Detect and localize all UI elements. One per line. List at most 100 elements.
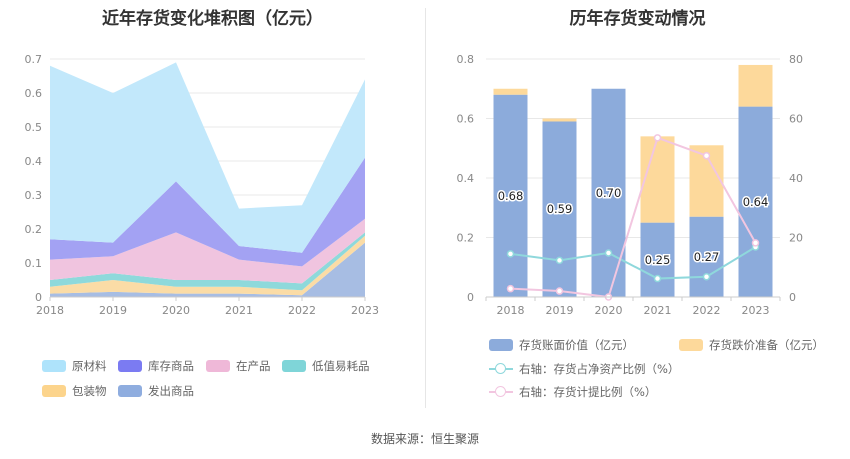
right-left-y-tick-label: 0.8 (457, 53, 475, 66)
legend-swatch (42, 360, 66, 372)
right-right-y-tick-label: 40 (789, 172, 803, 185)
bar-series-2-2021 (640, 136, 675, 223)
right-left-y-tick-label: 0 (467, 291, 474, 304)
legend-label: 原材料 (72, 359, 107, 373)
right-x-tick-label: 2018 (497, 304, 525, 317)
line-point-2 (506, 284, 515, 293)
right-chart-title: 历年存货变动情况 (569, 9, 706, 29)
line-series-1 (510, 246, 757, 280)
data-source-note: 数据来源：恒生聚源 (370, 432, 479, 446)
legend-swatch (489, 386, 513, 398)
legend-label: 低值易耗品 (312, 359, 370, 373)
bar-value-label: 0.27 (694, 250, 720, 264)
bar-series-1-2019 (542, 121, 577, 297)
area-series-5 (50, 157, 365, 267)
right-chart-panel: 历年存货变动情况 0 0.2 0.4 0.6 0.8 0 20 40 60 80 0.68 0.59 0… (425, 0, 850, 410)
right-legend-item[interactable]: 存货账面价值（亿元） (489, 337, 634, 353)
left-x-tick-label: 2022 (288, 304, 316, 317)
bar-value-label: 0.64 (743, 195, 769, 209)
left-y-tick-label: 0 (35, 291, 42, 304)
right-legend-item[interactable]: 右轴：存货计提比例（%） (489, 384, 656, 400)
legend-label: 右轴：存货计提比例（%） (519, 385, 657, 399)
left-chart-panel: 近年存货变化堆积图（亿元） 0 0.1 0.2 0.3 0.4 0.5 0.6 0.7 2018… (0, 0, 425, 410)
left-y-tick-label: 0.5 (25, 121, 43, 134)
left-y-tick-label: 0.4 (25, 155, 43, 168)
legend-swatch (42, 385, 66, 397)
left-x-tick-label: 2020 (162, 304, 190, 317)
left-legend-item[interactable]: 低值易耗品 (282, 358, 370, 374)
left-x-tick-label: 2018 (36, 304, 64, 317)
right-right-y-tick-label: 20 (789, 232, 803, 245)
legend-label: 在产品 (236, 359, 271, 373)
right-x-tick-label: 2019 (546, 304, 574, 317)
bar-series-1-2023 (738, 106, 773, 297)
line-series-2 (510, 136, 757, 299)
left-legend-item[interactable]: 库存商品 (118, 358, 194, 374)
right-legend-item[interactable]: 存货跌价准备（亿元） (679, 337, 824, 353)
right-right-y-tick-label: 0 (789, 291, 796, 304)
bar-series-1-2022 (689, 216, 724, 297)
right-left-y-tick-label: 0.6 (457, 113, 475, 126)
line-point-2 (653, 134, 662, 142)
right-left-y-tick-label: 0.2 (457, 232, 475, 245)
line-point-1 (653, 274, 662, 283)
bar-series-2-2023 (738, 64, 773, 107)
area-series-2 (50, 235, 365, 296)
area-series-6 (50, 62, 365, 253)
inventory-bar-line-chart: 0 0.2 0.4 0.6 0.8 0 20 40 60 80 0.68 0.59 0.70 0.25 0.… (457, 53, 804, 317)
bar-value-label: 0.59 (547, 202, 573, 216)
left-y-tick-label: 0.7 (25, 53, 43, 66)
left-legend-item[interactable]: 在产品 (206, 358, 271, 374)
legend-label: 存货账面价值（亿元） (519, 338, 634, 352)
right-x-tick-label: 2022 (693, 304, 721, 317)
bar-series-2-2018 (493, 88, 528, 95)
line-point-2 (702, 151, 711, 160)
right-left-y-tick-label: 0.4 (457, 172, 475, 185)
left-x-tick-label: 2019 (99, 304, 127, 317)
left-legend-item[interactable]: 包装物 (42, 383, 107, 399)
area-series-1 (50, 242, 365, 297)
stacked-area-chart: 0 0.1 0.2 0.3 0.4 0.5 0.6 0.7 2018 2019 2020 2021 20… (25, 53, 380, 317)
area-series-3 (50, 232, 365, 291)
right-right-y-tick-label: 60 (789, 113, 803, 126)
bar-value-label: 0.68 (498, 189, 524, 203)
right-x-tick-label: 2023 (742, 304, 770, 317)
line-point-1 (506, 250, 515, 258)
legend-label: 库存商品 (148, 359, 194, 373)
left-y-tick-label: 0.6 (25, 87, 43, 100)
left-legend-item[interactable]: 发出商品 (118, 383, 194, 399)
legend-label: 包装物 (72, 384, 107, 398)
line-point-1 (555, 256, 564, 265)
legend-swatch (679, 339, 703, 351)
bar-series-1-2021 (640, 222, 675, 297)
legend-swatch (118, 385, 142, 397)
legend-label: 发出商品 (148, 384, 194, 398)
left-chart-title: 近年存货变化堆积图（亿元） (102, 9, 323, 29)
panel-divider (425, 8, 426, 408)
legend-swatch (206, 360, 230, 372)
legend-label: 存货跌价准备（亿元） (709, 338, 824, 352)
left-y-tick-label: 0.2 (25, 223, 43, 236)
bar-value-label: 0.25 (645, 253, 671, 267)
area-series-4 (50, 218, 365, 284)
left-legend-item[interactable]: 原材料 (42, 358, 107, 374)
bar-series-2-2019 (542, 118, 577, 122)
left-x-tick-label: 2023 (351, 304, 379, 317)
legend-swatch (489, 339, 513, 351)
legend-swatch (489, 363, 513, 375)
left-x-tick-label: 2021 (225, 304, 253, 317)
right-right-y-tick-label: 80 (789, 53, 803, 66)
legend-swatch (118, 360, 142, 372)
left-y-tick-label: 0.1 (25, 257, 43, 270)
legend-swatch (282, 360, 306, 372)
line-point-2 (751, 239, 760, 247)
left-y-tick-label: 0.3 (25, 189, 43, 202)
bar-value-label: 0.70 (596, 186, 622, 200)
right-x-tick-label: 2020 (595, 304, 623, 317)
right-x-tick-label: 2021 (644, 304, 672, 317)
line-point-2 (555, 287, 564, 295)
right-legend-item[interactable]: 右轴：存货占净资产比例（%） (489, 361, 679, 377)
bar-series-1-2018 (493, 94, 528, 297)
legend-label: 右轴：存货占净资产比例（%） (519, 362, 680, 376)
line-point-1 (702, 273, 711, 281)
